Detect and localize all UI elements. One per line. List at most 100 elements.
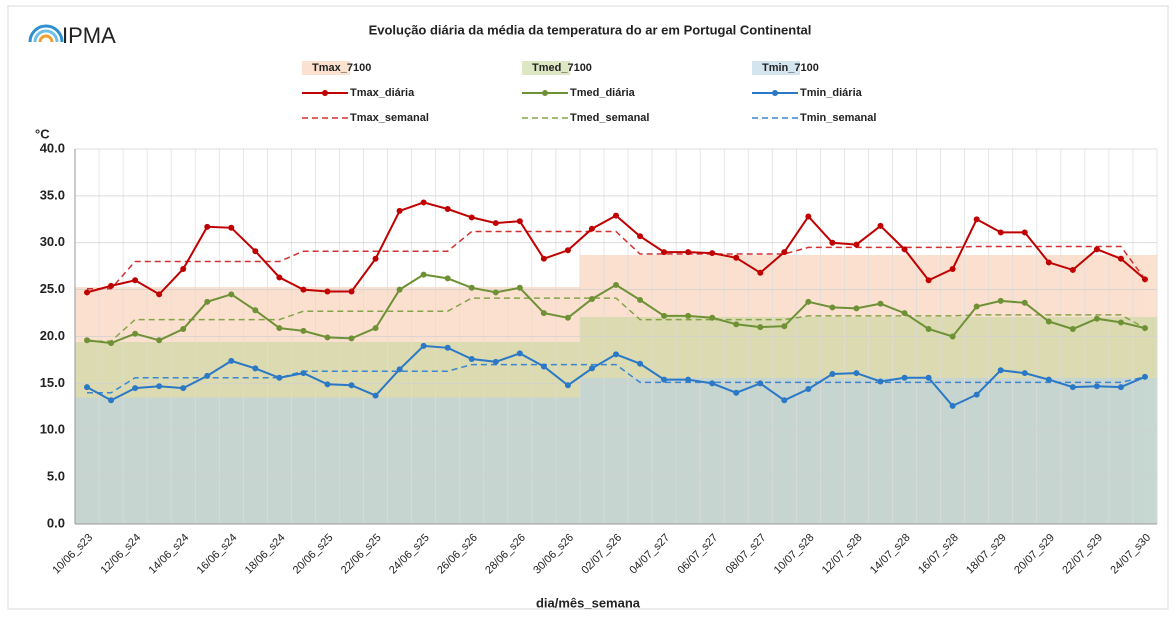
point [733,321,740,328]
point [348,335,355,342]
legend-label: Tmin_7100 [762,62,819,74]
point [420,199,427,206]
point [348,382,355,389]
point [661,376,668,383]
point [540,310,547,317]
point [805,298,812,305]
area-segment [676,377,701,524]
point [949,266,956,272]
area-segment [147,397,172,524]
point [1045,376,1052,383]
area-segment [267,397,292,524]
legend-label: Tmed_semanal [570,112,649,124]
point [685,376,692,383]
area-segment [868,377,894,524]
point [396,286,403,293]
point [324,334,331,341]
point [276,274,283,281]
point [1093,315,1100,322]
point [420,342,427,349]
point [853,305,860,312]
point [973,391,980,398]
area-segment [531,397,557,524]
area-segment [988,377,1014,524]
point [901,310,908,317]
point [1069,326,1076,332]
point [588,365,595,372]
point [84,289,91,296]
weekly-line [87,363,1146,394]
area-segment [628,377,653,524]
point [276,325,283,332]
point [132,330,139,337]
area-segment [291,397,317,524]
point [300,327,307,334]
area-segment [507,397,533,524]
area-segment [459,397,485,524]
point [637,233,644,240]
point [228,291,235,298]
point [829,239,836,246]
area-segment [892,377,918,524]
point [468,214,475,221]
point [757,380,764,387]
point [180,326,187,332]
point [709,314,716,321]
point [492,289,499,296]
point [949,402,956,409]
point [973,216,980,223]
area-segment [339,397,365,524]
area-segment [796,377,821,524]
y-tick-label: 0.0 [47,515,65,530]
legend-label: Tmin_semanal [800,112,876,124]
point [901,246,908,253]
y-axis-label: °C [35,126,50,141]
point [324,288,331,295]
point [276,374,283,381]
point [420,271,427,278]
legend-swatch [752,61,800,75]
point [661,249,668,256]
point [613,212,619,219]
point [613,281,619,288]
point [1069,266,1076,273]
point [829,304,836,311]
point [540,255,547,262]
point [108,340,115,347]
area-segment [652,377,677,524]
point [516,350,523,357]
point [132,385,139,392]
area-segment [195,397,220,524]
area-segment [964,377,990,524]
point [853,241,860,248]
point [444,206,451,212]
point [1093,383,1100,390]
point [1093,246,1100,253]
y-tick-label: 10.0 [40,422,65,437]
point [300,370,307,377]
point [805,386,812,392]
point [973,303,980,310]
point [492,358,499,365]
point [1141,325,1148,332]
y-tick-label: 25.0 [40,281,65,296]
area-segment [844,377,870,524]
legend-label: Tmin_diária [800,87,863,99]
point [372,325,379,332]
point [853,370,860,377]
area-segment [99,397,124,524]
point [588,225,595,232]
point [228,224,235,231]
point [468,284,475,291]
area-segment [1108,377,1134,524]
point [300,286,307,293]
point [805,213,812,220]
point [829,371,836,377]
x-axis-label: dia/mês_semana [536,595,641,610]
legend-marker [542,90,548,96]
point [180,385,187,392]
point [997,367,1004,374]
point [204,223,211,230]
area-segment [1060,377,1086,524]
area-segment [748,377,773,524]
